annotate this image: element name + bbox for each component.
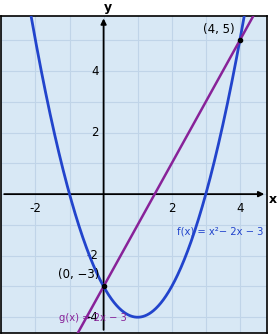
Text: y: y bbox=[104, 1, 112, 14]
Text: 2: 2 bbox=[168, 202, 175, 215]
Text: 4: 4 bbox=[91, 64, 98, 77]
Text: f(x) = x²− 2x − 3: f(x) = x²− 2x − 3 bbox=[177, 226, 264, 236]
Text: -2: -2 bbox=[87, 249, 98, 262]
Text: (4, 5): (4, 5) bbox=[203, 23, 235, 36]
Text: (0, −3): (0, −3) bbox=[58, 268, 100, 281]
Text: -2: -2 bbox=[29, 202, 41, 215]
Text: g(x) = 2x − 3: g(x) = 2x − 3 bbox=[59, 313, 127, 323]
Text: x: x bbox=[269, 193, 277, 206]
Text: 4: 4 bbox=[236, 202, 244, 215]
Text: -4: -4 bbox=[87, 311, 98, 324]
Text: 2: 2 bbox=[91, 126, 98, 139]
